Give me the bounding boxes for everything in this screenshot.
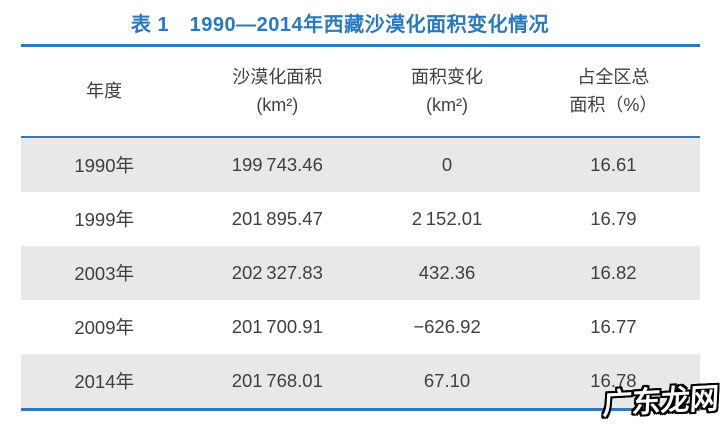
year-cell: 1990年 (74, 155, 134, 176)
area-cell: 201 895.47 (231, 208, 323, 229)
column-header-year-label: 年度 (86, 80, 123, 101)
area-cell: 201 700.91 (231, 316, 323, 337)
table-header-row: 年度 沙漠化面积 (km²) 面积变化 (km²) 占全区总 面积（%） (21, 44, 700, 138)
column-header-change-unit: (km²) (426, 94, 469, 115)
year-cell: 1999年 (74, 209, 134, 230)
pct-cell: 16.78 (590, 370, 637, 391)
change-cell: 2 152.01 (411, 208, 483, 229)
change-cell: −626.92 (413, 316, 481, 337)
column-header-change-label: 面积变化 (411, 66, 484, 87)
area-cell: 202 327.83 (231, 262, 323, 283)
table-body: 1990年 199 743.46 0 16.61 1999年 201 895.4… (21, 138, 700, 411)
column-header-area-unit: (km²) (256, 94, 299, 115)
column-header-percent-of-total: 占全区总 面积（%） (527, 64, 700, 120)
table-row: 1999年 201 895.47 2 152.01 16.79 (21, 192, 700, 246)
column-header-pct-label-line2: 面积（%） (569, 94, 658, 115)
area-cell: 199 743.46 (231, 154, 323, 175)
data-table: 年度 沙漠化面积 (km²) 面积变化 (km²) 占全区总 面积（%） 199… (21, 44, 700, 411)
change-cell: 0 (441, 154, 453, 175)
pct-cell: 16.82 (590, 262, 637, 283)
table-row: 2003年 202 327.83 432.36 16.82 (21, 246, 700, 300)
year-cell: 2003年 (74, 263, 134, 284)
table-row: 2009年 201 700.91 −626.92 16.77 (21, 300, 700, 354)
column-header-area-label: 沙漠化面积 (232, 66, 323, 87)
column-header-year: 年度 (21, 78, 187, 106)
pct-cell: 16.77 (590, 316, 637, 337)
area-cell: 201 768.01 (231, 370, 323, 391)
year-cell: 2014年 (74, 371, 134, 392)
pct-cell: 16.79 (590, 208, 637, 229)
table-row: 1990年 199 743.46 0 16.61 (21, 138, 700, 192)
year-cell: 2009年 (74, 317, 134, 338)
table-title: 表 1 1990—2014年西藏沙漠化面积变化情况 (130, 14, 550, 36)
column-header-desertified-area: 沙漠化面积 (km²) (187, 64, 367, 120)
change-cell: 432.36 (418, 262, 476, 283)
column-header-pct-label-line1: 占全区总 (577, 66, 650, 87)
change-cell: 67.10 (423, 370, 471, 391)
column-header-area-change: 面积变化 (km²) (367, 64, 527, 120)
site-watermark: 广东龙网 (602, 382, 720, 422)
pct-cell: 16.61 (590, 154, 637, 175)
table-row: 2014年 201 768.01 67.10 16.78 (21, 354, 700, 408)
